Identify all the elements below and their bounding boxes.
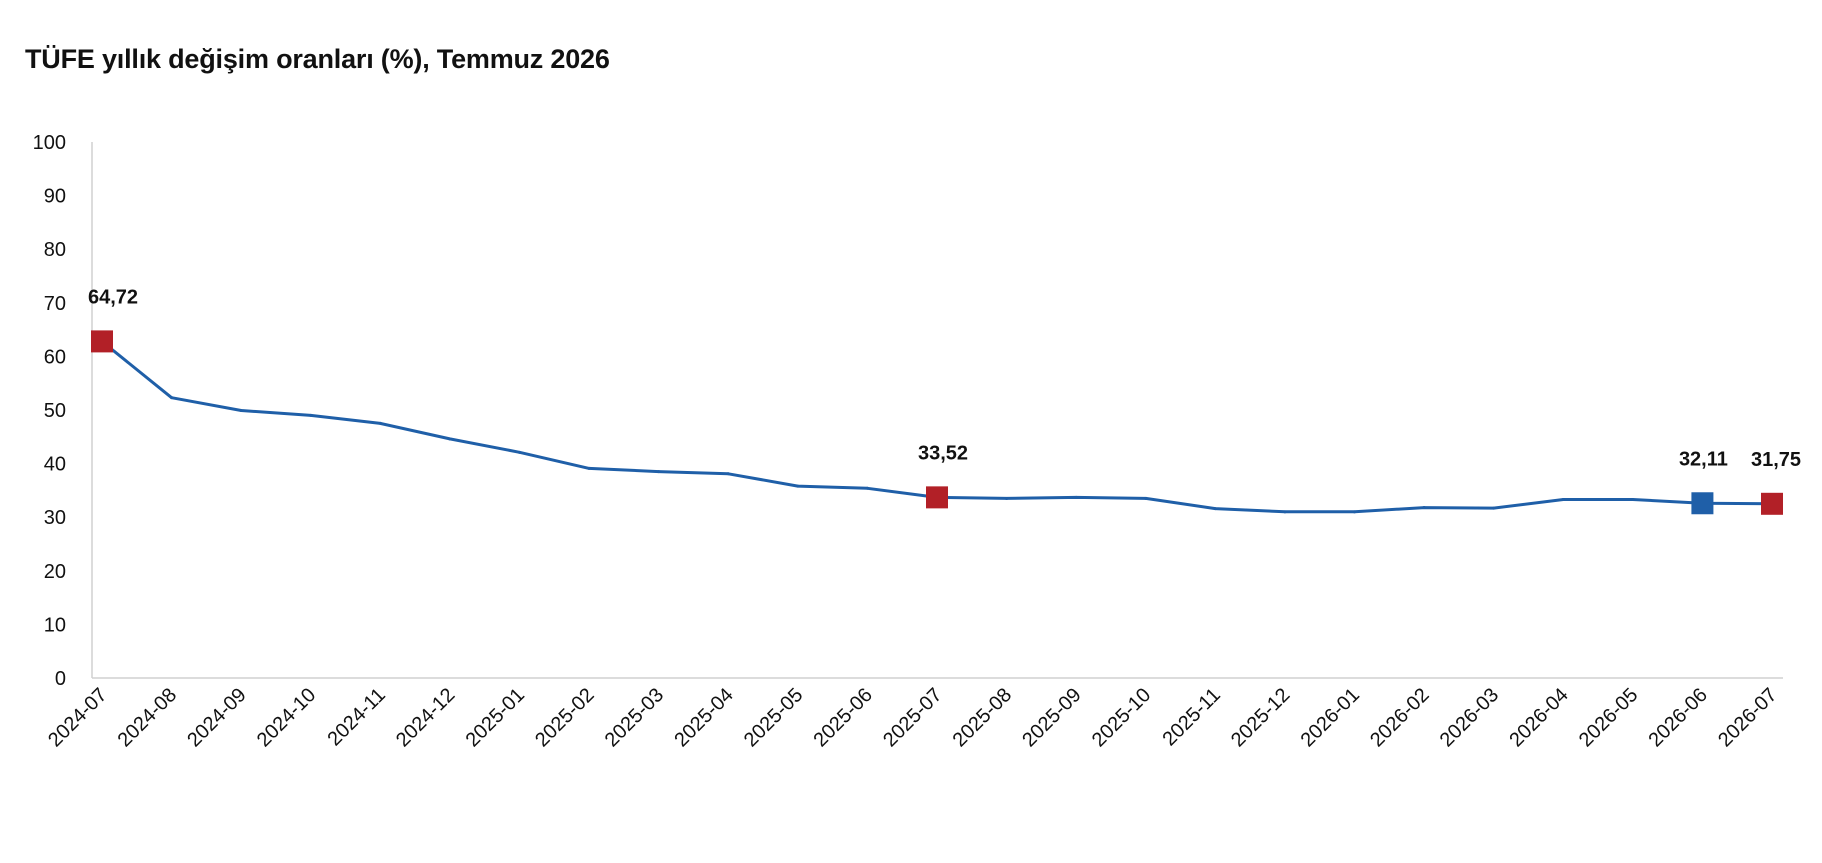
data-point [587, 466, 591, 470]
data-point [1561, 498, 1565, 502]
data-point [309, 413, 313, 417]
data-point [796, 484, 800, 488]
data-point [1283, 510, 1287, 514]
x-tick-label: 2025-08 [949, 684, 1016, 751]
y-tick-label: 0 [55, 668, 66, 690]
data-point [1005, 496, 1009, 500]
x-tick-label: 2024-07 [44, 684, 111, 751]
y-tick-label: 40 [44, 454, 66, 476]
y-axis: 0 10 20 30 40 50 60 70 80 90 100 [33, 132, 93, 690]
x-tick-label: 2025-09 [1018, 684, 1085, 751]
x-tick-label: 2026-03 [1436, 684, 1503, 751]
data-point [1213, 507, 1217, 511]
data-point [378, 421, 382, 425]
series-line [100, 339, 1774, 514]
data-point [1492, 506, 1496, 510]
y-tick-label: 20 [44, 561, 66, 583]
highlight-marker [1761, 492, 1783, 515]
y-tick-label: 70 [44, 293, 66, 315]
data-point [518, 450, 521, 454]
y-tick-label: 90 [44, 186, 66, 208]
x-tick-label: 2025-10 [1088, 684, 1155, 751]
data-point [726, 472, 730, 476]
x-tick-label: 2026-01 [1297, 684, 1364, 751]
y-tick-label: 60 [44, 346, 66, 368]
data-point [1144, 496, 1148, 500]
highlight-marker [926, 486, 948, 509]
x-tick-label: 2025-07 [879, 684, 946, 751]
x-tick-label: 2024-12 [392, 684, 459, 751]
x-tick-label: 2025-04 [670, 684, 737, 751]
x-tick-label: 2025-12 [1227, 684, 1294, 751]
x-tick-label: 2026-04 [1505, 684, 1572, 751]
x-tick-label: 2024-09 [183, 684, 250, 751]
y-tick-label: 10 [44, 614, 66, 636]
x-tick-label: 2026-05 [1575, 684, 1642, 751]
y-tick-label: 50 [44, 400, 66, 422]
chart-title: TÜFE yıllık değişim oranları (%), Temmuz… [25, 44, 610, 74]
x-tick-label: 2025-11 [1158, 684, 1224, 750]
y-tick-label: 100 [33, 132, 66, 154]
data-point [1631, 498, 1635, 502]
x-tick-label: 2025-06 [809, 684, 876, 751]
data-label: 33,52 [918, 442, 968, 464]
x-tick-label: 2024-10 [253, 684, 320, 751]
data-point [657, 470, 661, 474]
y-tick-label: 30 [44, 507, 66, 529]
x-tick-label: 2025-05 [740, 684, 807, 751]
data-point [448, 437, 452, 441]
x-tick-label: 2024-11 [323, 684, 389, 750]
x-tick-label: 2026-07 [1714, 684, 1781, 751]
data-point [1422, 506, 1426, 510]
x-tick-label: 2026-06 [1644, 684, 1711, 751]
data-point [865, 486, 869, 490]
x-tick-label: 2025-03 [601, 684, 668, 751]
data-point [239, 409, 243, 413]
x-tick-label: 2024-08 [114, 684, 181, 751]
highlight-marker [91, 330, 113, 353]
y-tick-label: 80 [44, 239, 66, 261]
x-tick-label: 2026-02 [1366, 684, 1433, 751]
data-label: 31,75 [1751, 449, 1801, 471]
x-tick-label: 2025-01 [462, 684, 529, 751]
data-point [1353, 510, 1356, 514]
highlight-marker [1691, 492, 1714, 515]
data-label: 64,72 [88, 286, 138, 308]
data-point [1074, 495, 1078, 499]
data-label: 32,11 [1679, 448, 1728, 470]
x-tick-label: 2025-02 [531, 684, 598, 751]
x-axis: 2024-07 2024-08 2024-09 2024-10 2024-11 2024-… [44, 677, 1783, 751]
marker-group: 64,72 33,52 32,11 31,75 [88, 286, 1801, 515]
data-point [170, 396, 174, 400]
